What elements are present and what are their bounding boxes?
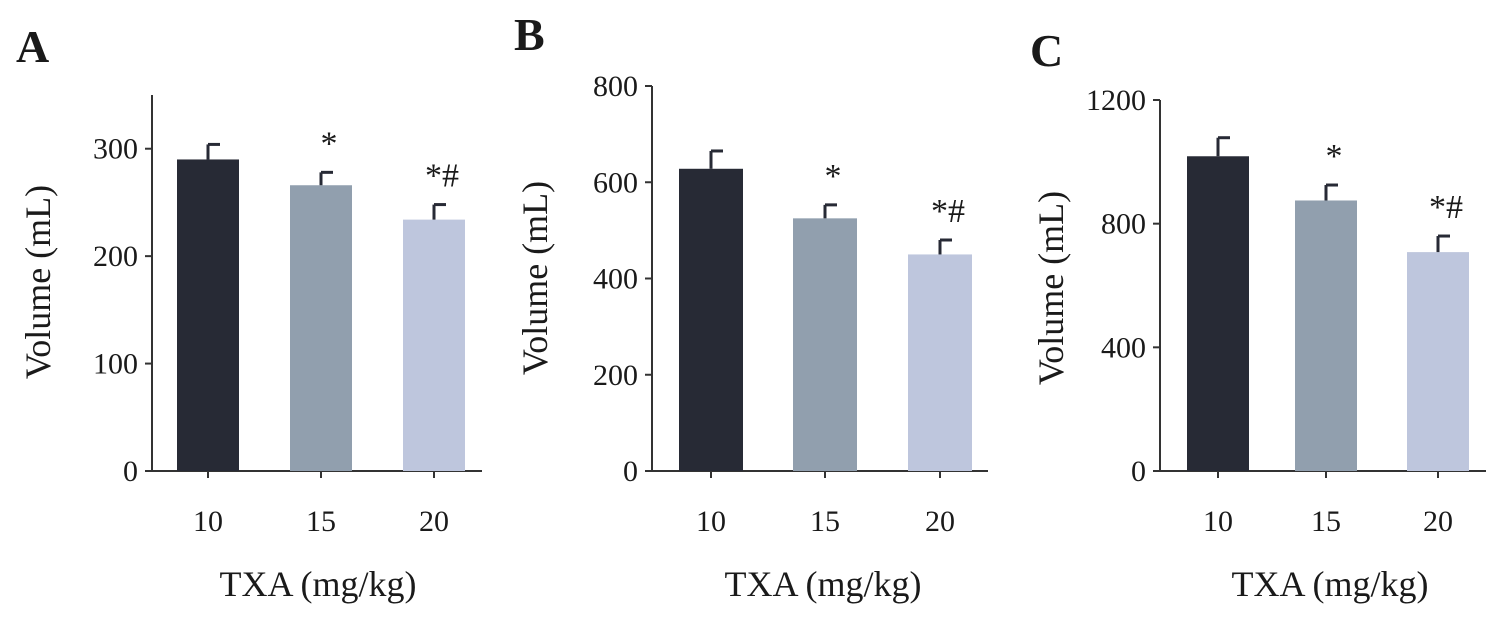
panel-letter: A [16,21,49,72]
y-axis-title: Volume (mL) [1031,191,1071,385]
bar-10 [177,159,239,471]
x-tick-label-15: 15 [810,505,840,538]
x-tick-label-10: 10 [1203,505,1233,538]
significance-label-20: *# [1429,189,1463,226]
y-tick-label: 600 [593,166,638,199]
significance-label-15: * [321,125,338,162]
x-tick-label-15: 15 [306,505,336,538]
y-tick-label: 1200 [1086,84,1146,117]
chart-panel-c: C Volume (mL) TXA (mg/kg) 0 400 800 1200 10 1… [1030,25,1486,604]
y-tick-label: 0 [623,455,638,488]
x-tick-label-15: 15 [1311,505,1341,538]
bar-20 [1407,252,1469,471]
y-tick-label: 300 [93,133,138,166]
panel-letter: C [1030,25,1063,76]
y-tick-label: 400 [1101,331,1146,364]
y-axis-title: Volume (mL) [515,181,555,375]
bar-20 [908,254,972,471]
bar-15 [793,218,857,471]
significance-label-20: *# [931,193,965,230]
y-tick-label: 400 [593,263,638,296]
bar-10 [1187,156,1249,472]
chart-panel-b: B Volume (mL) TXA (mg/kg) 0 200 400 600 800 1… [514,9,988,604]
y-tick-label: 200 [93,240,138,273]
significance-label-20: *# [425,158,459,195]
significance-label-15: * [825,158,842,195]
chart-panel-a: A Volume (mL) TXA (mg/kg) 0 100 200 300 10 15… [16,21,482,604]
y-tick-label: 200 [593,359,638,392]
bar-15 [1295,200,1357,471]
y-tick-label: 100 [93,348,138,381]
x-tick-label-10: 10 [193,505,223,538]
x-axis-title: TXA (mg/kg) [220,564,417,604]
x-tick-label-20: 20 [1423,505,1453,538]
x-axis-title: TXA (mg/kg) [725,564,922,604]
bar-15 [290,185,352,472]
panel-letter: B [514,9,545,60]
significance-label-15: * [1326,138,1343,175]
y-tick-label: 0 [1131,455,1146,488]
y-tick-label: 800 [1101,208,1146,241]
y-tick-label: 0 [123,455,138,488]
y-axis-title: Volume (mL) [18,185,58,379]
bar-20 [403,219,465,471]
x-tick-label-10: 10 [696,505,726,538]
y-tick-label: 800 [593,70,638,103]
x-axis-title: TXA (mg/kg) [1232,564,1429,604]
x-tick-label-20: 20 [419,505,449,538]
x-tick-label-20: 20 [925,505,955,538]
bar-10 [679,168,743,471]
